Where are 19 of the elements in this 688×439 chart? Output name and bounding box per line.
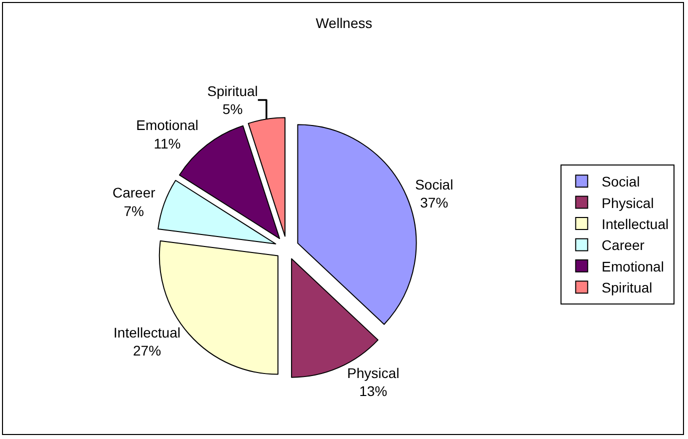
chart-title: Wellness xyxy=(316,14,372,31)
slice-label: Emotional xyxy=(136,117,198,134)
slice-label: Spiritual xyxy=(207,82,258,99)
slice-label: Social xyxy=(415,176,454,192)
legend-label: Emotional xyxy=(602,258,664,274)
slice-label: Intellectual xyxy=(114,324,180,341)
data-label: 13% xyxy=(359,383,388,400)
data-label: 27% xyxy=(132,342,162,359)
data-label: 37% xyxy=(420,194,448,211)
data-label: 5% xyxy=(222,101,243,118)
legend-label: Career xyxy=(602,237,645,254)
legend-label: Intellectual xyxy=(602,216,669,232)
data-label: 7% xyxy=(124,202,144,219)
legend-label: Social xyxy=(602,174,640,190)
slice-label: Physical xyxy=(347,364,400,381)
legend-label: Spiritual xyxy=(602,280,652,296)
slice-label: Career xyxy=(112,184,156,201)
data-label: 11% xyxy=(154,135,181,152)
legend-label: Physical xyxy=(602,194,654,211)
